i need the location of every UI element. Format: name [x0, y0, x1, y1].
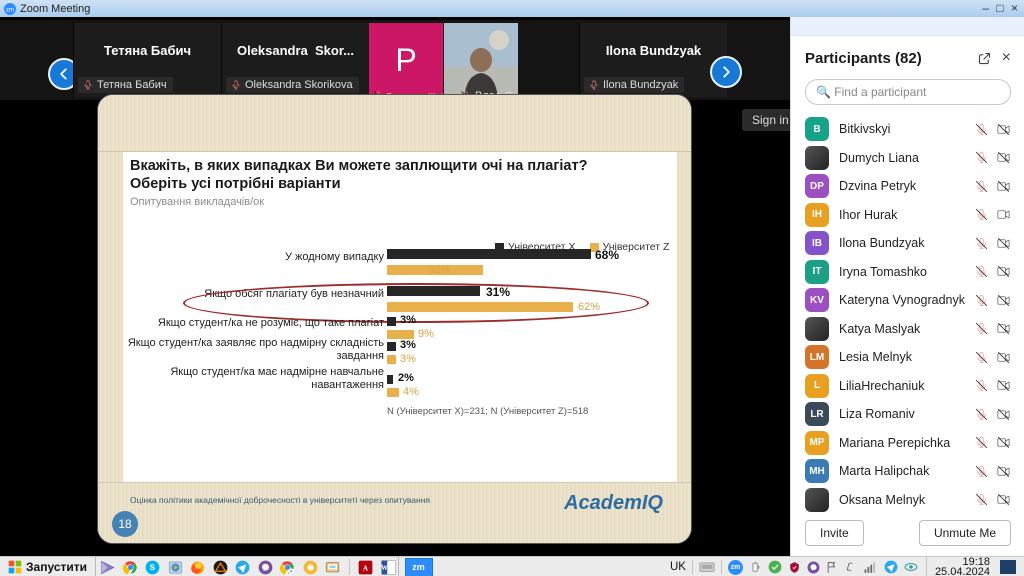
svg-text:A: A — [290, 569, 293, 573]
svg-text:W: W — [381, 565, 388, 572]
svg-text:zm: zm — [6, 7, 14, 13]
svg-text:A: A — [363, 565, 368, 572]
